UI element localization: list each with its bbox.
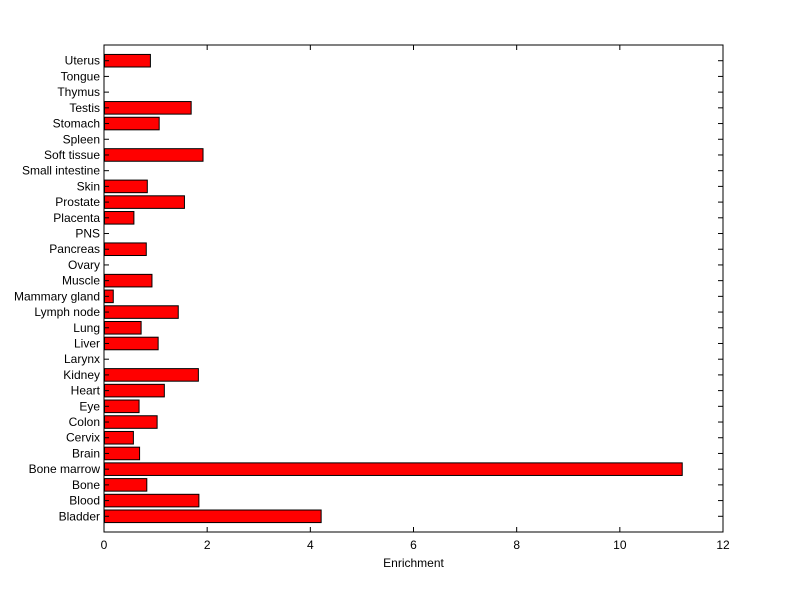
x-tick-label-8: 8	[513, 538, 520, 552]
y-tick-label-blood: Blood	[69, 494, 100, 508]
bar-lung	[104, 320, 142, 335]
y-tick-label-eye: Eye	[79, 399, 100, 413]
bar-skin	[104, 179, 148, 194]
y-tick-label-lung: Lung	[73, 321, 100, 335]
y-tick-label-thymus: Thymus	[57, 85, 100, 99]
y-tick-label-bone-marrow: Bone marrow	[29, 462, 101, 476]
y-tick-label-spleen: Spleen	[63, 132, 100, 146]
y-tick-label-kidney: Kidney	[63, 368, 100, 382]
y-tick-label-lymph-node: Lymph node	[34, 305, 100, 319]
y-tick-label-tongue: Tongue	[61, 69, 101, 83]
bar-liver	[104, 336, 159, 351]
bar-blood	[104, 493, 200, 508]
y-tick-label-heart: Heart	[71, 384, 101, 398]
y-tick-label-bone: Bone	[72, 478, 100, 492]
y-tick-label-liver: Liver	[74, 336, 100, 350]
y-tick-label-colon: Colon	[69, 415, 100, 429]
x-tick-label-10: 10	[613, 538, 627, 552]
y-tick-label-muscle: Muscle	[62, 274, 100, 288]
bar-brain	[104, 446, 141, 461]
y-tick-label-testis: Testis	[69, 101, 100, 115]
bar-prostate	[104, 195, 185, 209]
bar-heart	[104, 383, 165, 398]
x-tick-label-0: 0	[101, 538, 108, 552]
bar-bladder	[104, 509, 322, 524]
y-tick-label-cervix: Cervix	[66, 431, 100, 445]
bar-colon	[104, 415, 158, 429]
y-tick-label-bladder: Bladder	[59, 509, 100, 523]
y-tick-label-pns: PNS	[75, 227, 100, 241]
y-tick-label-skin: Skin	[77, 179, 100, 193]
y-tick-label-ovary: Ovary	[68, 258, 100, 272]
y-tick-label-prostate: Prostate	[55, 195, 100, 209]
y-tick-label-stomach: Stomach	[53, 117, 100, 131]
y-tick-label-small-intestine: Small intestine	[22, 164, 100, 178]
bar-testis	[104, 101, 192, 115]
y-tick-label-soft-tissue: Soft tissue	[44, 148, 100, 162]
bar-eye	[104, 399, 140, 414]
bar-kidney	[104, 368, 199, 382]
plot-area-frame	[103, 44, 724, 533]
bars-group	[104, 53, 683, 524]
y-tick-label-pancreas: Pancreas	[49, 242, 100, 256]
bar-stomach	[104, 116, 160, 131]
bar-muscle	[104, 273, 153, 288]
bar-bone-marrow	[104, 462, 683, 476]
y-tick-label-brain: Brain	[72, 446, 100, 460]
bar-uterus	[104, 53, 151, 68]
x-tick-label-6: 6	[410, 538, 417, 552]
x-axis-label: Enrichment	[383, 556, 444, 570]
x-tick-label-12: 12	[716, 538, 730, 552]
bar-bone	[104, 478, 148, 492]
y-tick-label-placenta: Placenta	[53, 211, 100, 225]
y-tick-label-mammary-gland: Mammary gland	[14, 289, 100, 303]
bar-soft-tissue	[104, 148, 204, 162]
x-axis-ticks: 0 2 4 6 8 10 12	[101, 45, 730, 552]
x-tick-label-4: 4	[307, 538, 314, 552]
bar-lymph-node	[104, 305, 179, 319]
y-tick-label-uterus: Uterus	[65, 54, 100, 68]
x-tick-label-2: 2	[204, 538, 211, 552]
bar-pancreas	[104, 242, 147, 257]
y-tick-label-larynx: Larynx	[64, 352, 100, 366]
